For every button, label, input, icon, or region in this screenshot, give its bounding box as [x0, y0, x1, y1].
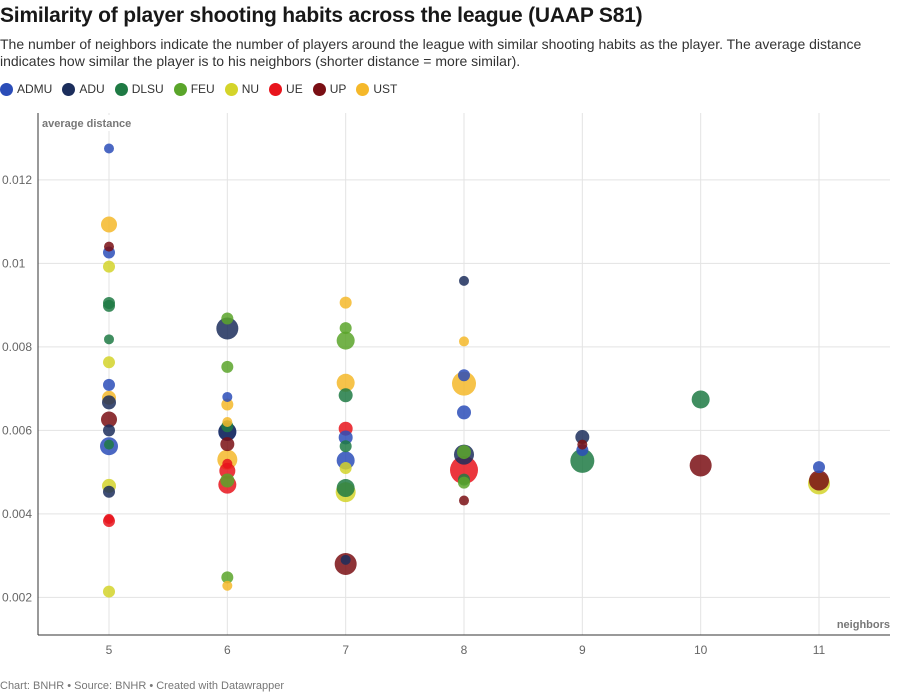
- data-point-feu: [221, 360, 234, 373]
- chart-legend: ADMU ADU DLSU FEU NU UE UP UST: [0, 80, 407, 98]
- data-point-feu: [221, 571, 234, 584]
- data-point-adu: [575, 430, 590, 445]
- y-tick-label: 0.01: [2, 256, 26, 270]
- data-point-adu: [102, 395, 116, 410]
- data-point-dlsu: [104, 334, 114, 345]
- data-point-up: [809, 470, 829, 491]
- x-axis-label-bg: [834, 615, 890, 631]
- legend-item-ust: UST: [356, 82, 397, 96]
- scatter-chart: 0.002 0.004 0.006 0.008 0.01 0.012 5 6 7 8 9 10 11 av…: [2, 113, 890, 657]
- data-point-ust: [222, 417, 233, 428]
- data-point-ust: [222, 580, 233, 591]
- data-point-up: [689, 454, 712, 477]
- legend-label: NU: [241, 82, 260, 96]
- x-axis-label: neighbors: [837, 619, 890, 631]
- data-point-ust: [459, 336, 469, 347]
- data-point-adu: [103, 424, 115, 437]
- data-point-feu: [339, 322, 352, 335]
- x-tick-label: 6: [224, 643, 231, 657]
- data-point-nu: [103, 585, 115, 598]
- data-point-dlsu: [338, 388, 353, 403]
- data-point-admu: [103, 378, 115, 391]
- x-tick-label: 10: [694, 643, 708, 657]
- data-point-up: [220, 437, 235, 452]
- legend-label: UST: [373, 82, 398, 96]
- y-tick-label: 0.004: [2, 507, 32, 521]
- y-tick-label: 0.006: [2, 423, 32, 437]
- y-tick-label: 0.008: [2, 340, 32, 354]
- x-tick-label: 9: [579, 643, 586, 657]
- legend-item-admu: ADMU: [0, 82, 52, 96]
- data-point-dlsu: [336, 479, 355, 498]
- legend-label: UE: [286, 82, 303, 96]
- data-point-feu: [221, 312, 234, 325]
- data-point-nu: [103, 260, 115, 273]
- data-point-admu: [813, 461, 825, 474]
- legend-item-ue: UE: [269, 82, 303, 96]
- legend-swatch: [0, 82, 13, 96]
- data-point-ust: [101, 216, 117, 233]
- data-point-nu: [339, 461, 352, 474]
- data-point-dlsu: [104, 439, 114, 450]
- data-point-dlsu: [103, 299, 115, 312]
- data-point-ust: [221, 398, 234, 411]
- legend-swatch: [269, 82, 283, 96]
- data-point-ust: [336, 373, 355, 392]
- data-point-ust: [339, 296, 352, 309]
- data-point-ue: [450, 456, 478, 485]
- data-point-ue: [222, 458, 233, 469]
- legend-swatch: [173, 82, 187, 96]
- data-point-admu: [104, 143, 114, 154]
- y-tick-label: 0.002: [2, 590, 32, 604]
- data-point-admu: [222, 391, 233, 402]
- data-point-nu: [103, 356, 115, 369]
- legend-label: FEU: [190, 82, 215, 96]
- legend-swatch: [224, 82, 238, 96]
- data-point-up: [577, 439, 588, 450]
- legend-item-up: UP: [312, 82, 347, 96]
- data-point-ust: [452, 371, 476, 396]
- x-tick-label: 11: [813, 643, 826, 657]
- x-tick-label: 7: [342, 643, 349, 657]
- x-tick-label: 8: [461, 643, 468, 657]
- data-point-ue: [104, 513, 114, 524]
- data-point-up: [459, 495, 469, 506]
- chart-footer: Chart: BNHR • Source: BNHR • Created wit…: [0, 680, 285, 692]
- legend-label: ADU: [79, 82, 105, 96]
- chart-subtitle: The number of neighbors indicate the num…: [0, 36, 862, 69]
- legend-item-dlsu: DLSU: [114, 82, 164, 96]
- legend-swatch: [312, 82, 326, 96]
- legend-item-adu: ADU: [62, 82, 105, 96]
- data-point-dlsu: [570, 448, 595, 473]
- legend-label: ADMU: [17, 82, 53, 96]
- data-point-up: [101, 411, 117, 428]
- legend-item-nu: NU: [224, 82, 260, 96]
- data-point-adu: [459, 275, 469, 286]
- y-axis-label: average distance: [42, 118, 131, 130]
- y-axis-label-bg: [39, 115, 139, 131]
- data-point-admu: [458, 369, 470, 382]
- chart-title: Similarity of player shooting habits acr…: [0, 4, 643, 27]
- data-point-feu: [458, 476, 470, 489]
- data-point-feu: [220, 473, 235, 488]
- y-tick-label: 0.012: [2, 173, 32, 187]
- data-point-admu: [457, 405, 471, 420]
- legend-swatch: [62, 82, 76, 96]
- legend-label: DLSU: [131, 82, 164, 96]
- data-point-dlsu: [691, 390, 710, 409]
- legend-item-feu: FEU: [173, 82, 215, 96]
- data-point-feu: [457, 445, 471, 460]
- legend-label: UP: [329, 82, 347, 96]
- data-point-dlsu: [339, 440, 352, 453]
- data-point-adu: [216, 317, 239, 340]
- data-point-feu: [336, 331, 355, 350]
- legend-swatch: [356, 82, 370, 96]
- data-point-admu: [338, 430, 353, 445]
- data-point-adu: [103, 485, 115, 498]
- x-tick-label: 5: [106, 643, 113, 657]
- legend-swatch: [114, 82, 128, 96]
- data-point-adu: [340, 554, 351, 565]
- data-point-up: [104, 241, 114, 252]
